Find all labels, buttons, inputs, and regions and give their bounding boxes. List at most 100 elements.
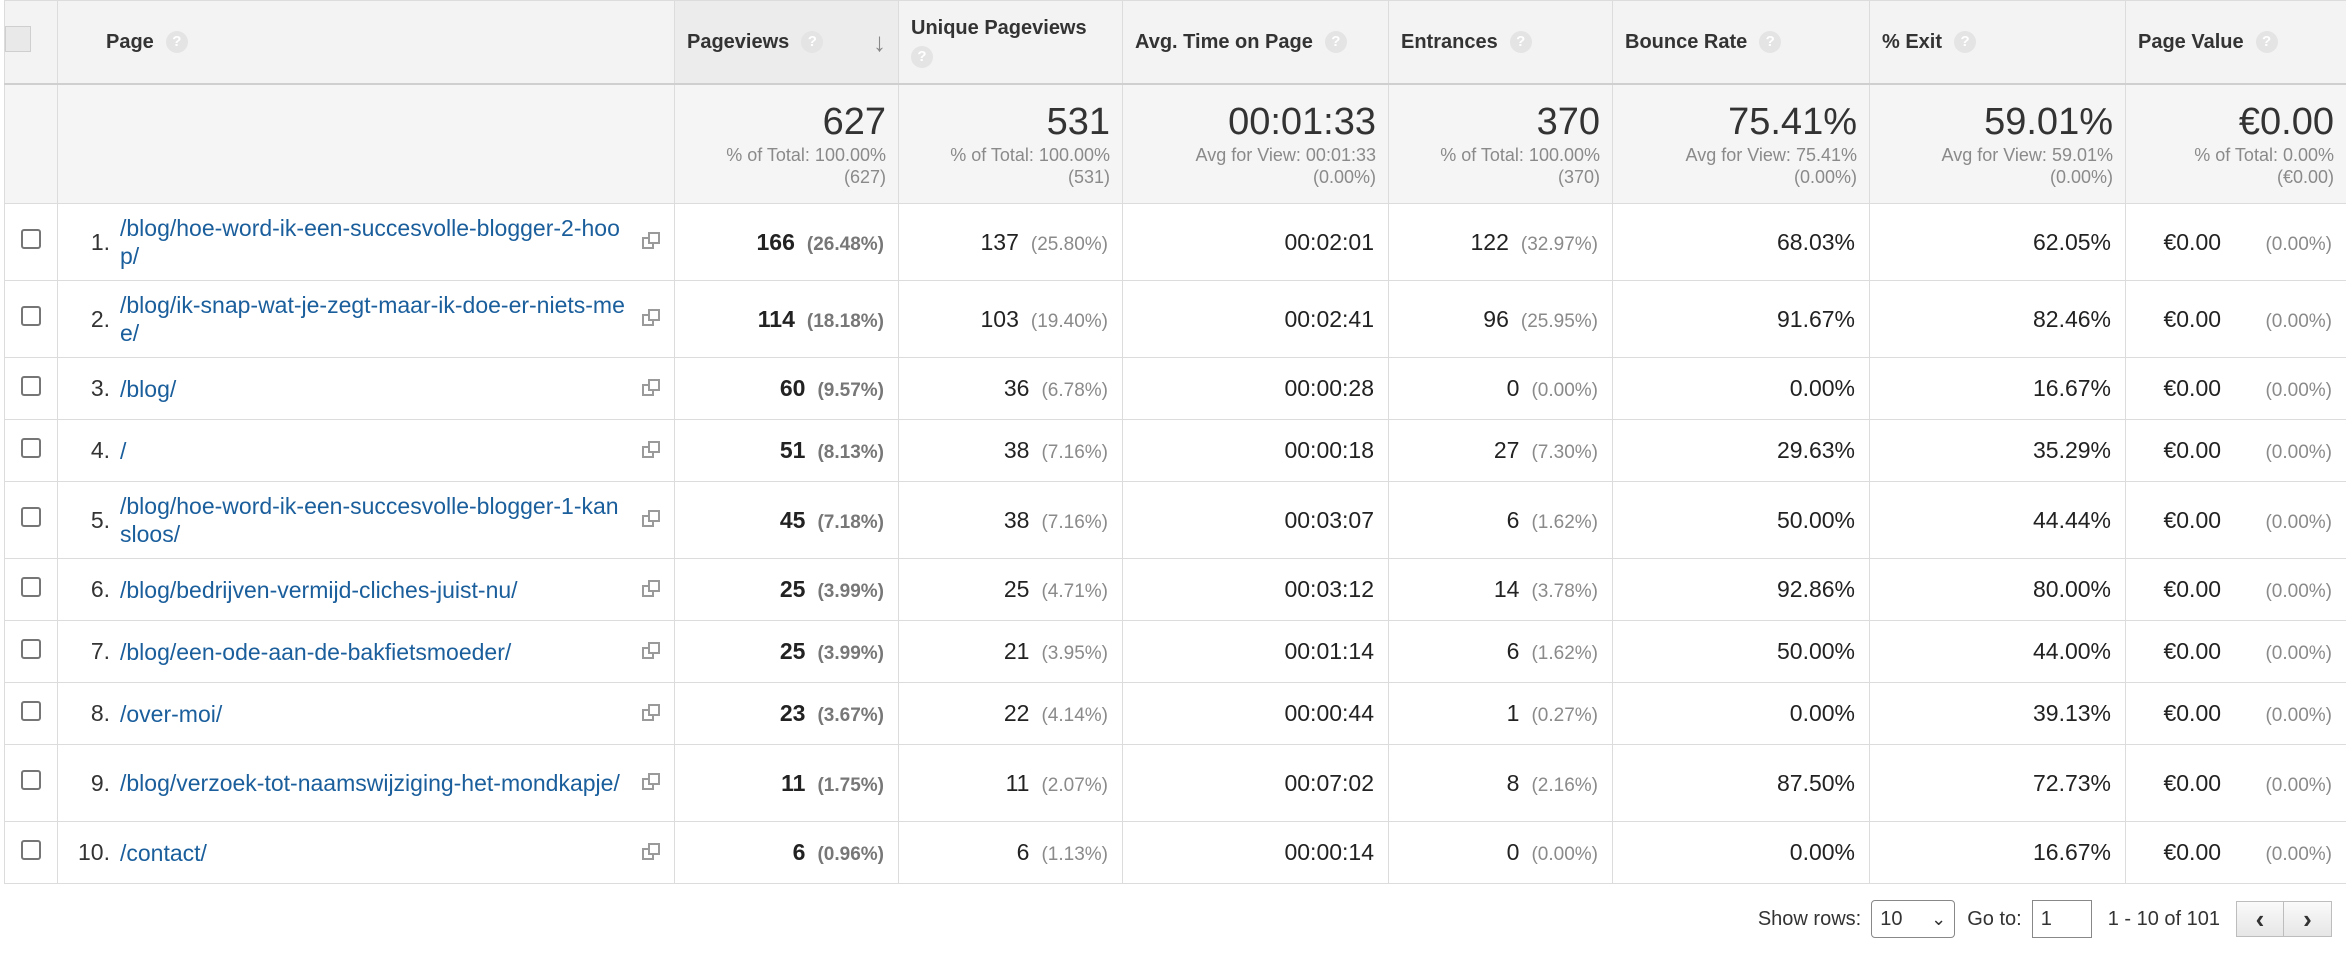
entrances-value: 122 <box>1470 228 1509 255</box>
row-index: 6. <box>90 576 110 602</box>
exit-value: 62.05% <box>2032 228 2111 255</box>
page-link[interactable]: /blog/bedrijven-vermijd-cliches-juist-nu… <box>120 576 518 603</box>
avg-time-cell: 00:02:01 <box>1122 203 1389 281</box>
pageviews-percent: (3.99%) <box>817 581 884 602</box>
page-link[interactable]: /blog/hoe-word-ik-een-succesvolle-blogge… <box>120 493 619 547</box>
page-value-percent: (0.00%) <box>2265 233 2332 255</box>
open-in-new-window-icon[interactable] <box>642 232 660 252</box>
unique-pageviews-percent: (7.16%) <box>1041 511 1108 533</box>
total-line: % of Total: 100.00% <box>1440 145 1600 165</box>
row-checkbox-cell <box>4 744 58 822</box>
header-entrances[interactable]: Entrances? <box>1388 0 1613 85</box>
open-in-new-window-icon[interactable] <box>642 579 660 600</box>
total-value: 00:01:33 <box>1228 101 1376 143</box>
header-pageviews[interactable]: Pageviews? ↓ <box>674 0 899 85</box>
open-in-new-window-icon[interactable] <box>642 440 660 461</box>
entrances-cell: 96 (25.95%) <box>1388 280 1613 358</box>
row-checkbox[interactable] <box>21 229 41 249</box>
total-line: % of Total: 100.00% <box>950 145 1110 165</box>
row-checkbox[interactable] <box>21 638 41 659</box>
help-icon[interactable]: ? <box>1954 31 1977 53</box>
unique-pageviews-cell: 6 (1.13%) <box>898 821 1123 884</box>
header-page[interactable]: Page? <box>57 0 675 85</box>
goto-input[interactable]: 1 <box>2031 900 2092 938</box>
row-checkbox[interactable] <box>21 700 41 721</box>
open-in-new-window-icon[interactable] <box>642 510 660 530</box>
pageviews-percent: (7.18%) <box>817 511 884 533</box>
unique-pageviews-value: 103 <box>980 305 1019 332</box>
help-icon[interactable]: ? <box>1509 31 1532 53</box>
page-link[interactable]: /blog/ik-snap-wat-je-zegt-maar-ik-doe-er… <box>120 292 625 346</box>
page-link[interactable]: /over-moi/ <box>120 700 223 727</box>
show-rows-select[interactable]: 10 ⌄ <box>1871 900 1956 938</box>
sort-descending-icon[interactable]: ↓ <box>873 27 886 57</box>
help-icon[interactable]: ? <box>911 45 933 68</box>
open-in-new-window-icon[interactable] <box>642 773 660 793</box>
header-bounce-rate[interactable]: Bounce Rate? <box>1612 0 1870 85</box>
table-row: 1. /blog/hoe-word-ik-een-succesvolle-blog… <box>4 203 2346 281</box>
header-exit[interactable]: % Exit? <box>1869 0 2126 85</box>
avg-time-cell: 00:00:44 <box>1122 682 1389 745</box>
open-in-new-window-icon[interactable] <box>642 378 660 399</box>
header-avg-time[interactable]: Avg. Time on Page? <box>1122 0 1389 85</box>
open-in-new-window-icon[interactable] <box>642 641 660 662</box>
help-icon[interactable]: ? <box>2255 31 2278 53</box>
header-exit-label: % Exit <box>1882 30 1943 53</box>
open-in-new-window-icon[interactable] <box>642 309 660 329</box>
bounce-rate-value: 29.63% <box>1776 437 1855 463</box>
unique-pageviews-cell: 11 (2.07%) <box>898 744 1123 822</box>
pageviews-value: 166 <box>756 228 795 255</box>
row-checkbox[interactable] <box>21 576 41 597</box>
help-icon[interactable]: ? <box>801 31 824 53</box>
row-range: 1 - 10 of 101 <box>2107 907 2220 930</box>
select-all-checkbox[interactable] <box>4 0 58 85</box>
next-page-button[interactable]: › <box>2284 901 2332 937</box>
row-checkbox-cell <box>4 280 58 358</box>
entrances-value: 0 <box>1506 839 1520 865</box>
page-link[interactable]: /blog/verzoek-tot-naamswijziging-het-mon… <box>120 770 620 796</box>
open-in-new-window-icon[interactable] <box>642 842 660 863</box>
page-value-value: €0.00 <box>2163 839 2222 865</box>
entrances-cell: 14 (3.78%) <box>1388 558 1613 621</box>
unique-pageviews-cell: 38 (7.16%) <box>898 419 1123 482</box>
row-checkbox[interactable] <box>21 507 41 527</box>
row-checkbox[interactable] <box>21 437 41 458</box>
row-checkbox[interactable] <box>21 770 41 790</box>
page-value-percent: (0.00%) <box>2265 705 2332 726</box>
totals-row: 627% of Total: 100.00% (627) 531% of Tota… <box>4 83 2346 204</box>
row-checkbox[interactable] <box>21 306 41 326</box>
bounce-rate-value: 91.67% <box>1776 305 1855 332</box>
pageviews-value: 11 <box>781 769 806 796</box>
prev-page-button[interactable]: ‹ <box>2236 901 2284 937</box>
pageviews-percent: (9.57%) <box>817 380 884 401</box>
total-value: €0.00 <box>2238 101 2334 143</box>
table-row: 10. /contact/6 (0.96%) 6 (1.13%) 00:00:14 0 (0.… <box>4 821 2346 884</box>
header-page-value[interactable]: Page Value? <box>2125 0 2346 85</box>
row-index: 4. <box>90 437 110 463</box>
help-icon[interactable]: ? <box>1759 31 1782 53</box>
row-checkbox[interactable] <box>21 375 41 396</box>
exit-value: 44.00% <box>2032 638 2111 664</box>
open-in-new-window-icon[interactable] <box>642 703 660 724</box>
help-icon[interactable]: ? <box>165 31 188 53</box>
help-icon[interactable]: ? <box>1324 31 1347 53</box>
unique-pageviews-cell: 22 (4.14%) <box>898 682 1123 745</box>
page-link[interactable]: /blog/hoe-word-ik-een-succesvolle-blogge… <box>120 215 620 269</box>
avg-time-value: 00:01:14 <box>1284 638 1374 664</box>
header-unique-pageviews[interactable]: Unique Pageviews? <box>898 0 1123 85</box>
page-link[interactable]: /contact/ <box>120 839 207 866</box>
page-value-percent: (0.00%) <box>2265 442 2332 463</box>
row-checkbox[interactable] <box>21 839 41 860</box>
page-link[interactable]: / <box>120 437 127 464</box>
page-value-percent: (0.00%) <box>2265 643 2332 664</box>
total-line: (0.00%) <box>1312 167 1376 187</box>
pageviews-cell: 23 (3.67%) <box>674 682 899 745</box>
page-link[interactable]: /blog/een-ode-aan-de-bakfietsmoeder/ <box>120 638 512 665</box>
header-pageviews-label: Pageviews <box>687 30 790 53</box>
page-link[interactable]: /blog/ <box>120 375 177 402</box>
pageviews-percent: (8.13%) <box>817 442 884 463</box>
totals-spacer <box>4 83 58 204</box>
entrances-value: 96 <box>1483 305 1509 332</box>
page-cell: 1. /blog/hoe-word-ik-een-succesvolle-blog… <box>57 203 675 281</box>
total-entrances: 370% of Total: 100.00% (370) <box>1388 83 1613 204</box>
